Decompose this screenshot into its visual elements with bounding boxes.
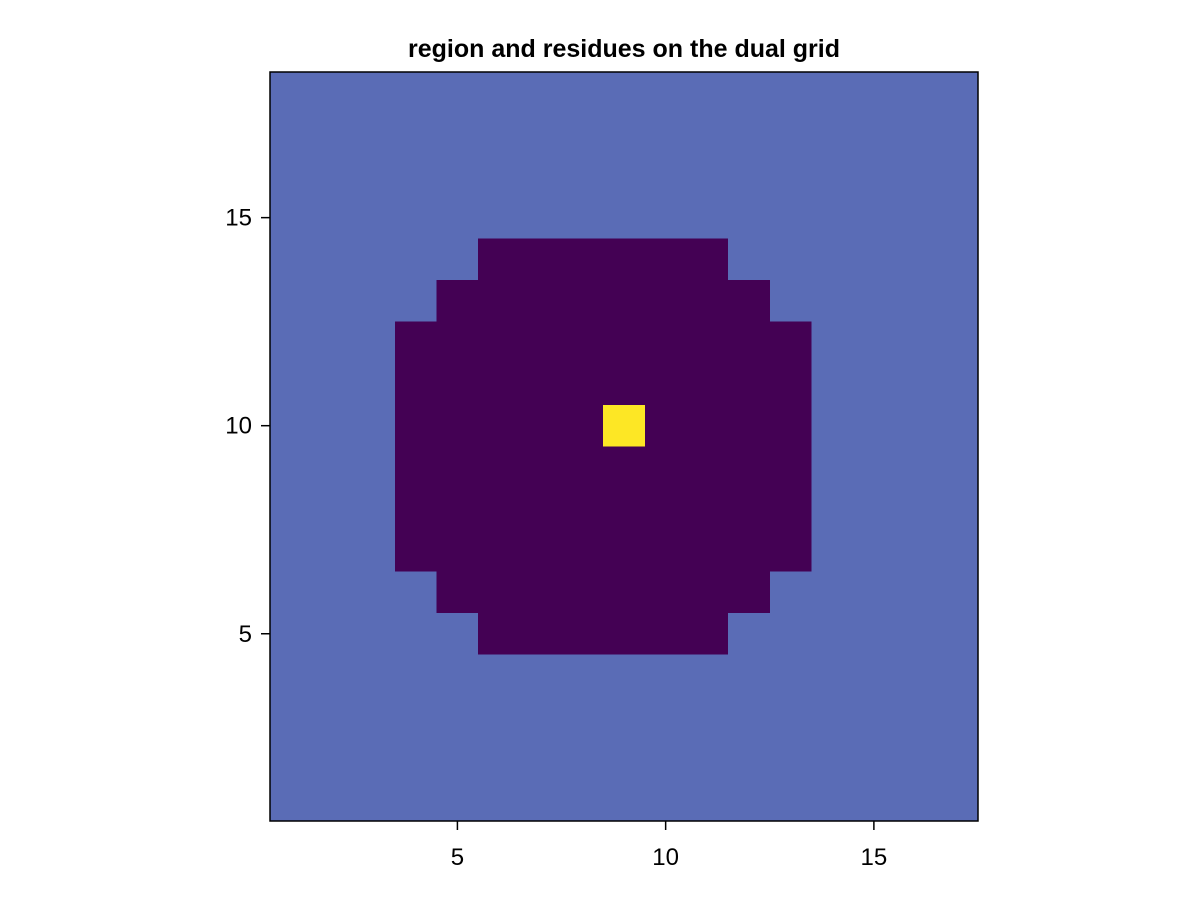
chart-title: region and residues on the dual grid	[408, 35, 840, 63]
x-tick-label: 5	[451, 844, 464, 871]
region-row-cells	[395, 447, 811, 489]
region-row-cells	[437, 280, 770, 322]
x-tick-label: 10	[652, 844, 679, 871]
x-tick-label: 15	[861, 844, 888, 871]
x-axis: 5 10 15	[451, 821, 888, 871]
y-tick-label: 5	[239, 621, 252, 648]
region-row-cells	[395, 322, 811, 364]
plot-area	[270, 72, 978, 821]
region-row-cells	[478, 238, 728, 280]
region-row-cells	[395, 363, 811, 405]
y-tick-label: 10	[225, 413, 252, 440]
residue-cell	[603, 405, 645, 447]
y-axis: 5 10 15	[225, 205, 270, 648]
region-row-cells	[395, 488, 811, 530]
region-row-cells	[478, 613, 728, 655]
region-row-cells	[395, 530, 811, 572]
region-row-cells	[437, 571, 770, 613]
y-tick-label: 15	[225, 205, 252, 232]
